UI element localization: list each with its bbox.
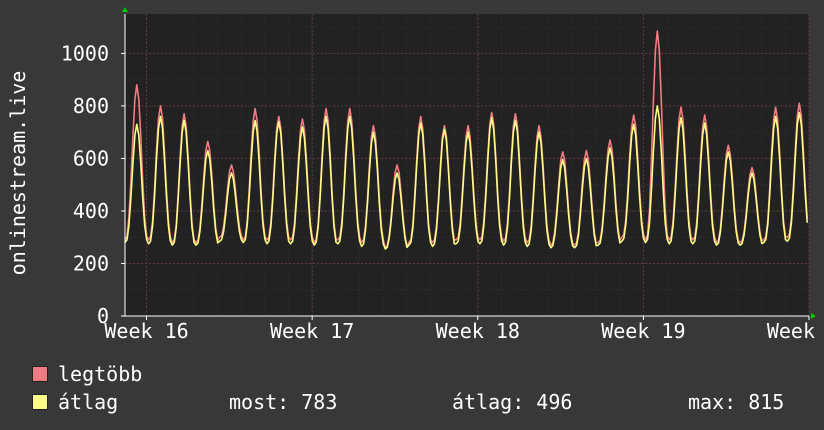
y-tick-label: 0 [97, 304, 109, 328]
stat-max: max: 815 [688, 390, 785, 414]
series-line-atlag [124, 105, 808, 250]
x-tick-label: Week 18 [436, 319, 520, 343]
y-tick-label: 400 [73, 199, 109, 223]
y-axis-label: onlinestream.live [6, 71, 30, 276]
series-lines [124, 30, 808, 250]
y-tick-label: 200 [73, 251, 109, 275]
x-tick-label: Week 17 [270, 319, 354, 343]
x-axis-arrow [811, 313, 816, 319]
stat-average: átlag: 496 [452, 390, 573, 414]
legend-label-atlag: átlag [58, 390, 119, 414]
legend-label-legtobb: legtöbb [58, 362, 143, 386]
y-tick-label: 1000 [61, 41, 109, 65]
x-tick-label: Week 16 [104, 319, 188, 343]
x-tick-label: Week 19 [601, 319, 685, 343]
legend-swatch-atlag [32, 394, 48, 410]
axes: 0 200 400 600 800 1000 Week 16 Week 17 Week 18 We… [61, 7, 824, 343]
x-tick-label: Week 20 [767, 319, 824, 343]
stat-most: most: 783 [229, 390, 338, 414]
y-tick-label: 600 [73, 146, 109, 170]
plot-area [125, 14, 809, 316]
legend-swatch-legtobb [32, 366, 48, 382]
y-axis-arrow [122, 7, 128, 12]
y-tick-label: 800 [73, 94, 109, 118]
